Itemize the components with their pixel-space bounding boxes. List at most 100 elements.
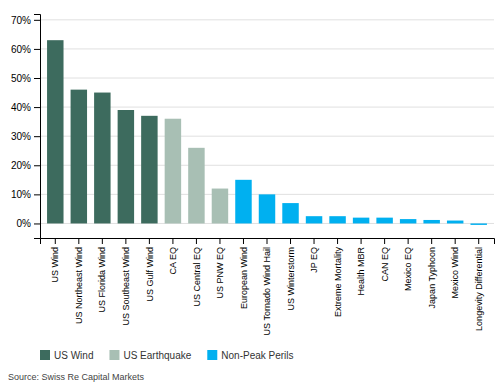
x-tick: Longevity Differential xyxy=(474,238,484,331)
y-tick-mark xyxy=(34,136,40,137)
bar xyxy=(447,221,463,224)
legend-item: Non-Peak Perils xyxy=(207,350,293,361)
y-tick-mark xyxy=(34,20,40,21)
x-tick: Japan Typhoon xyxy=(427,238,437,308)
x-tick-mark xyxy=(361,238,362,244)
x-tick-mark xyxy=(102,238,103,244)
x-tick: Mexico EQ xyxy=(403,238,413,291)
grid-line xyxy=(40,78,494,79)
bar xyxy=(353,218,369,224)
y-tick: 0% xyxy=(17,218,40,229)
y-tick-label: 0% xyxy=(17,218,32,229)
legend-label: Non-Peak Perils xyxy=(221,350,293,361)
x-tick: US Gulf Wind xyxy=(145,238,155,302)
grid-line xyxy=(40,19,494,20)
chart: 0% 10% 20% 30% 40% 50% 60% 70% US Wind US Northea… xyxy=(0,0,504,388)
x-tick: CAN EQ xyxy=(380,238,390,282)
x-tick-mark xyxy=(431,238,432,244)
y-tick-mark xyxy=(34,194,40,195)
bar xyxy=(94,93,110,224)
x-tick-label: Mexico EQ xyxy=(403,247,413,291)
x-tick: Health MBR xyxy=(356,238,366,296)
x-tick-mark xyxy=(314,238,315,244)
x-tick-label: US Central EQ xyxy=(192,247,202,307)
bar xyxy=(188,148,204,224)
x-tick-mark xyxy=(455,238,456,244)
x-tick: US Winterstorm xyxy=(286,238,296,311)
x-tick-label: Longevity Differential xyxy=(474,247,484,331)
bar xyxy=(259,194,275,223)
x-tick-label: US Tornado Wind Hail xyxy=(262,247,272,335)
y-tick: 30% xyxy=(11,131,40,142)
x-tick-label: JP EQ xyxy=(309,247,319,273)
bar xyxy=(376,218,392,224)
legend-swatch xyxy=(207,350,217,360)
x-tick-label: US Winterstorm xyxy=(286,247,296,311)
y-axis: 0% 10% 20% 30% 40% 50% 60% 70% xyxy=(11,15,41,239)
y-tick-mark xyxy=(34,223,40,224)
y-tick: 70% xyxy=(11,15,40,26)
x-tick-label: US Northeast Wind xyxy=(74,247,84,324)
y-tick: 20% xyxy=(11,160,40,171)
x-tick: US Central EQ xyxy=(192,238,202,307)
x-tick-mark xyxy=(78,238,79,244)
x-tick: CA EQ xyxy=(168,238,178,275)
plot: 0% 10% 20% 30% 40% 50% 60% 70% US Wind US Northea… xyxy=(11,15,495,336)
x-tick-mark xyxy=(219,238,220,244)
x-tick: US Florida Wind xyxy=(97,238,107,313)
x-tick: Mexico Wind xyxy=(450,238,460,299)
y-tick: 60% xyxy=(11,44,40,55)
bar xyxy=(400,219,416,223)
bar xyxy=(71,90,87,224)
x-tick: European Wind xyxy=(239,238,249,309)
x-tick: US Southeast Wind xyxy=(121,238,131,326)
x-axis: US Wind US Northeast Wind US Florida Wind U… xyxy=(41,238,495,335)
y-tick-label: 20% xyxy=(11,160,31,171)
x-tick-mark xyxy=(408,238,409,244)
x-tick-label: Mexico Wind xyxy=(450,247,460,299)
y-tick-mark xyxy=(34,78,40,79)
bar xyxy=(423,220,439,223)
x-tick-label: CA EQ xyxy=(168,247,178,275)
x-tick: Extreme Mortality xyxy=(333,238,343,317)
source-note: Source: Swiss Re Capital Markets xyxy=(8,372,145,382)
x-axis-line xyxy=(41,239,495,245)
grid-line xyxy=(40,48,494,49)
x-tick-label: US Southeast Wind xyxy=(121,247,131,326)
y-tick: 40% xyxy=(11,102,40,113)
bar xyxy=(47,40,63,223)
y-tick-label: 60% xyxy=(11,44,31,55)
bar xyxy=(470,223,486,224)
x-tick-mark xyxy=(149,238,150,244)
x-tick-label: European Wind xyxy=(239,247,249,309)
x-tick-mark xyxy=(337,238,338,244)
y-tick: 10% xyxy=(11,189,40,200)
bar xyxy=(118,110,134,223)
y-tick-label: 50% xyxy=(11,73,31,84)
x-tick-mark xyxy=(290,238,291,244)
legend-label: US Earthquake xyxy=(123,350,191,361)
x-tick-label: US PNW EQ xyxy=(215,247,225,299)
legend-swatch xyxy=(40,350,50,360)
y-tick-mark xyxy=(34,107,40,108)
x-tick-label: US Florida Wind xyxy=(97,247,107,313)
x-tick-mark xyxy=(478,238,479,244)
x-tick-label: US Gulf Wind xyxy=(145,247,155,302)
x-tick-mark xyxy=(267,238,268,244)
x-tick: JP EQ xyxy=(309,238,319,273)
x-tick-mark xyxy=(196,238,197,244)
x-tick-label: Health MBR xyxy=(356,246,366,295)
x-tick-mark xyxy=(125,238,126,244)
y-tick-label: 10% xyxy=(11,189,31,200)
x-tick: US Wind xyxy=(50,238,60,283)
bar xyxy=(212,189,228,224)
x-tick: US Tornado Wind Hail xyxy=(262,238,272,335)
x-tick-label: Extreme Mortality xyxy=(333,247,343,318)
legend-label: US Wind xyxy=(54,350,93,361)
y-tick-label: 70% xyxy=(11,15,31,26)
y-tick-mark xyxy=(34,49,40,50)
bar xyxy=(165,119,181,224)
legend: US Wind US Earthquake Non-Peak Perils xyxy=(40,350,294,361)
bar xyxy=(282,203,298,223)
legend-item: US Wind xyxy=(40,350,93,361)
